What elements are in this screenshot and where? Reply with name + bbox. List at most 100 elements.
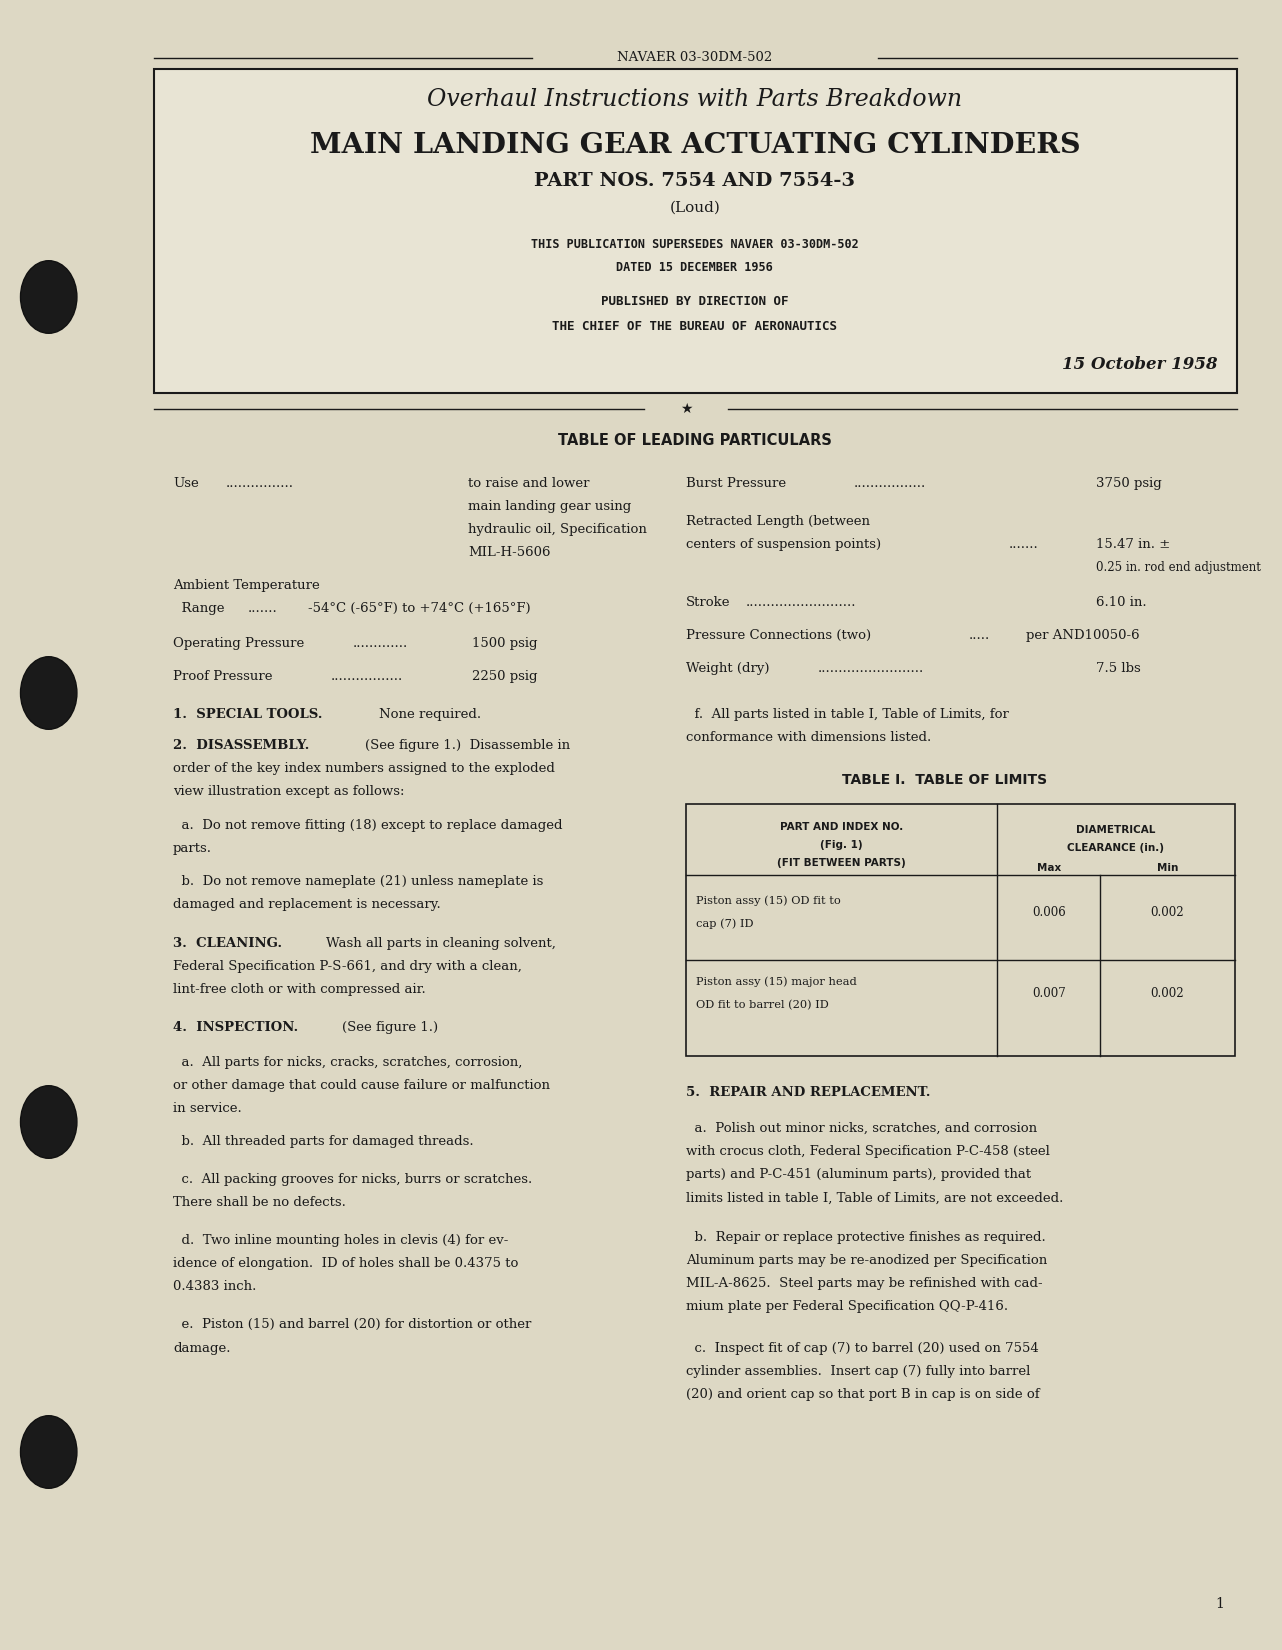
Text: .......: ....... — [247, 602, 277, 615]
Text: b.  Repair or replace protective finishes as required.: b. Repair or replace protective finishes… — [686, 1231, 1046, 1244]
Text: c.  All packing grooves for nicks, burrs or scratches.: c. All packing grooves for nicks, burrs … — [173, 1173, 532, 1186]
Text: MIL-H-5606: MIL-H-5606 — [468, 546, 550, 559]
Text: 15.47 in. ±: 15.47 in. ± — [1096, 538, 1170, 551]
Text: view illustration except as follows:: view illustration except as follows: — [173, 785, 405, 799]
Text: (Loud): (Loud) — [669, 201, 720, 214]
Text: idence of elongation.  ID of holes shall be 0.4375 to: idence of elongation. ID of holes shall … — [173, 1257, 518, 1270]
Text: Piston assy (15) major head: Piston assy (15) major head — [696, 977, 856, 987]
Text: There shall be no defects.: There shall be no defects. — [173, 1196, 346, 1209]
Circle shape — [21, 1416, 77, 1488]
Text: MAIN LANDING GEAR ACTUATING CYLINDERS: MAIN LANDING GEAR ACTUATING CYLINDERS — [309, 132, 1081, 158]
Text: Burst Pressure: Burst Pressure — [686, 477, 786, 490]
Text: a.  Do not remove fitting (18) except to replace damaged: a. Do not remove fitting (18) except to … — [173, 818, 563, 832]
Text: None required.: None required. — [379, 708, 482, 721]
Text: PART AND INDEX NO.: PART AND INDEX NO. — [779, 822, 904, 832]
Text: Max: Max — [1037, 863, 1060, 873]
Text: 1500 psig: 1500 psig — [472, 637, 537, 650]
Text: PART NOS. 7554 AND 7554-3: PART NOS. 7554 AND 7554-3 — [535, 173, 855, 190]
Text: Operating Pressure: Operating Pressure — [173, 637, 304, 650]
Text: hydraulic oil, Specification: hydraulic oil, Specification — [468, 523, 647, 536]
Text: .......: ....... — [1009, 538, 1038, 551]
Text: or other damage that could cause failure or malfunction: or other damage that could cause failure… — [173, 1079, 550, 1092]
FancyBboxPatch shape — [154, 69, 1237, 393]
Text: b.  Do not remove nameplate (21) unless nameplate is: b. Do not remove nameplate (21) unless n… — [173, 874, 544, 888]
Text: (See figure 1.): (See figure 1.) — [342, 1021, 438, 1035]
Text: to raise and lower: to raise and lower — [468, 477, 590, 490]
Text: PUBLISHED BY DIRECTION OF: PUBLISHED BY DIRECTION OF — [601, 295, 788, 309]
Text: with crocus cloth, Federal Specification P-C-458 (steel: with crocus cloth, Federal Specification… — [686, 1145, 1050, 1158]
Text: limits listed in table I, Table of Limits, are not exceeded.: limits listed in table I, Table of Limit… — [686, 1191, 1063, 1204]
Text: 4.  INSPECTION.: 4. INSPECTION. — [173, 1021, 299, 1035]
Text: CLEARANCE (in.): CLEARANCE (in.) — [1068, 843, 1164, 853]
Text: 5.  REPAIR AND REPLACEMENT.: 5. REPAIR AND REPLACEMENT. — [686, 1086, 931, 1099]
Text: in service.: in service. — [173, 1102, 242, 1115]
Text: Weight (dry): Weight (dry) — [686, 662, 769, 675]
Text: TABLE OF LEADING PARTICULARS: TABLE OF LEADING PARTICULARS — [558, 432, 832, 449]
Text: cap (7) ID: cap (7) ID — [696, 919, 754, 929]
Text: (Fig. 1): (Fig. 1) — [820, 840, 863, 850]
Text: lint-free cloth or with compressed air.: lint-free cloth or with compressed air. — [173, 983, 426, 997]
Text: e.  Piston (15) and barrel (20) for distortion or other: e. Piston (15) and barrel (20) for disto… — [173, 1318, 532, 1332]
Text: Aluminum parts may be re-anodized per Specification: Aluminum parts may be re-anodized per Sp… — [686, 1254, 1047, 1267]
Text: ★: ★ — [679, 403, 692, 416]
Text: THE CHIEF OF THE BUREAU OF AERONAUTICS: THE CHIEF OF THE BUREAU OF AERONAUTICS — [553, 320, 837, 333]
Text: 1.  SPECIAL TOOLS.: 1. SPECIAL TOOLS. — [173, 708, 323, 721]
Text: Range: Range — [173, 602, 224, 615]
Text: (20) and orient cap so that port B in cap is on side of: (20) and orient cap so that port B in ca… — [686, 1388, 1040, 1401]
Text: .................: ................. — [854, 477, 926, 490]
Text: per AND10050-6: per AND10050-6 — [1026, 629, 1140, 642]
Text: Wash all parts in cleaning solvent,: Wash all parts in cleaning solvent, — [326, 937, 555, 950]
Text: 7.5 lbs: 7.5 lbs — [1096, 662, 1141, 675]
Text: Overhaul Instructions with Parts Breakdown: Overhaul Instructions with Parts Breakdo… — [427, 87, 963, 111]
Text: 15 October 1958: 15 October 1958 — [1063, 356, 1218, 373]
Text: Federal Specification P-S-661, and dry with a clean,: Federal Specification P-S-661, and dry w… — [173, 960, 522, 974]
Text: Min: Min — [1156, 863, 1178, 873]
Circle shape — [21, 261, 77, 333]
Text: 0.006: 0.006 — [1032, 906, 1065, 919]
Text: damaged and replacement is necessary.: damaged and replacement is necessary. — [173, 898, 441, 911]
Text: 6.10 in.: 6.10 in. — [1096, 596, 1146, 609]
Text: 3.  CLEANING.: 3. CLEANING. — [173, 937, 282, 950]
Text: ................: ................ — [226, 477, 294, 490]
Text: f.  All parts listed in table I, Table of Limits, for: f. All parts listed in table I, Table of… — [686, 708, 1009, 721]
Text: 0.002: 0.002 — [1150, 906, 1185, 919]
Text: MIL-A-8625.  Steel parts may be refinished with cad-: MIL-A-8625. Steel parts may be refinishe… — [686, 1277, 1042, 1290]
Text: Pressure Connections (two): Pressure Connections (two) — [686, 629, 870, 642]
Text: 0.002: 0.002 — [1150, 987, 1185, 1000]
Text: 2.  DISASSEMBLY.: 2. DISASSEMBLY. — [173, 739, 309, 752]
Text: mium plate per Federal Specification QQ-P-416.: mium plate per Federal Specification QQ-… — [686, 1300, 1008, 1313]
Text: damage.: damage. — [173, 1341, 231, 1355]
Text: Proof Pressure: Proof Pressure — [173, 670, 273, 683]
Text: ..........................: .......................... — [746, 596, 856, 609]
Text: order of the key index numbers assigned to the exploded: order of the key index numbers assigned … — [173, 762, 555, 776]
Text: cylinder assemblies.  Insert cap (7) fully into barrel: cylinder assemblies. Insert cap (7) full… — [686, 1365, 1031, 1378]
Text: parts) and P-C-451 (aluminum parts), provided that: parts) and P-C-451 (aluminum parts), pro… — [686, 1168, 1031, 1181]
Text: .........................: ......................... — [818, 662, 924, 675]
Text: 1: 1 — [1215, 1597, 1224, 1610]
Text: Retracted Length (between: Retracted Length (between — [686, 515, 870, 528]
Text: DATED 15 DECEMBER 1956: DATED 15 DECEMBER 1956 — [617, 261, 773, 274]
Circle shape — [21, 657, 77, 729]
Text: TABLE I.  TABLE OF LIMITS: TABLE I. TABLE OF LIMITS — [842, 774, 1047, 787]
Text: -54°C (-65°F) to +74°C (+165°F): -54°C (-65°F) to +74°C (+165°F) — [308, 602, 531, 615]
Text: a.  Polish out minor nicks, scratches, and corrosion: a. Polish out minor nicks, scratches, an… — [686, 1122, 1037, 1135]
Text: THIS PUBLICATION SUPERSEDES NAVAER 03-30DM-502: THIS PUBLICATION SUPERSEDES NAVAER 03-30… — [531, 238, 859, 251]
Text: 3750 psig: 3750 psig — [1096, 477, 1161, 490]
Text: Piston assy (15) OD fit to: Piston assy (15) OD fit to — [696, 896, 841, 906]
Text: .................: ................. — [331, 670, 403, 683]
Text: NAVAER 03-30DM-502: NAVAER 03-30DM-502 — [617, 51, 773, 64]
Text: Ambient Temperature: Ambient Temperature — [173, 579, 319, 592]
Text: parts.: parts. — [173, 842, 212, 855]
Text: 2250 psig: 2250 psig — [472, 670, 537, 683]
Text: .....: ..... — [969, 629, 991, 642]
Text: Use: Use — [173, 477, 199, 490]
Text: OD fit to barrel (20) ID: OD fit to barrel (20) ID — [696, 1000, 829, 1010]
Text: Stroke: Stroke — [686, 596, 731, 609]
Circle shape — [21, 1086, 77, 1158]
Text: 0.4383 inch.: 0.4383 inch. — [173, 1280, 256, 1294]
Text: main landing gear using: main landing gear using — [468, 500, 631, 513]
Text: (See figure 1.)  Disassemble in: (See figure 1.) Disassemble in — [365, 739, 570, 752]
Text: 0.007: 0.007 — [1032, 987, 1065, 1000]
Text: conformance with dimensions listed.: conformance with dimensions listed. — [686, 731, 931, 744]
Text: 0.25 in. rod end adjustment: 0.25 in. rod end adjustment — [1096, 561, 1261, 574]
